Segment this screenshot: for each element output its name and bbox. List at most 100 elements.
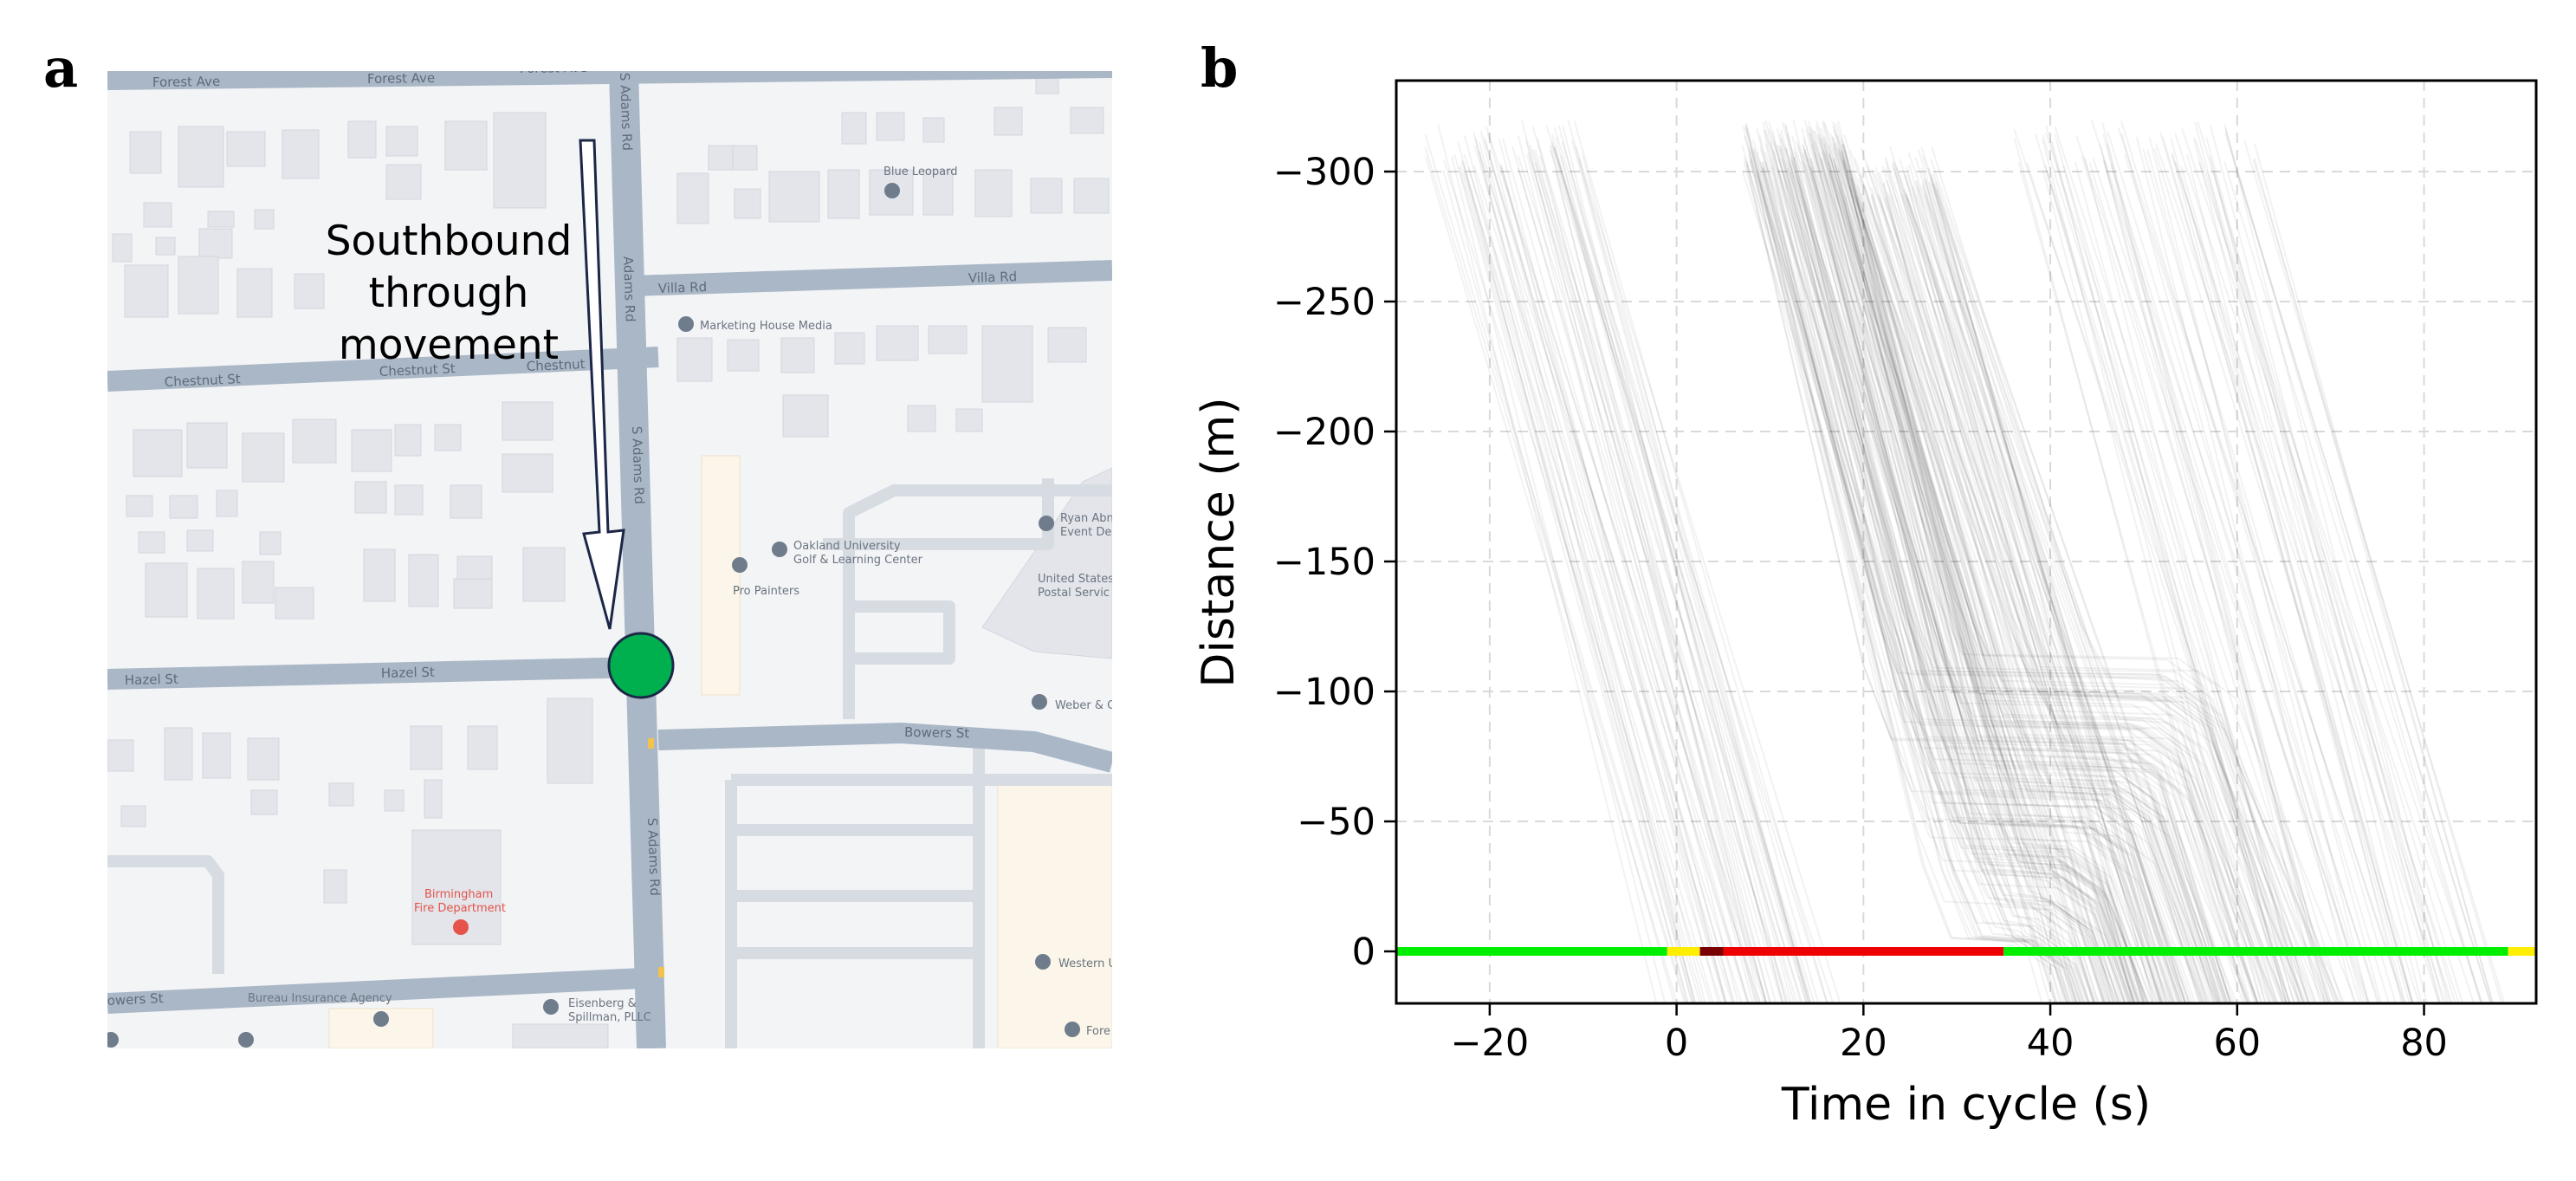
trajectory-line (2044, 132, 2332, 1003)
trajectory-line (1773, 141, 2126, 1003)
poi-oakland-university[interactable]: Oakland University Golf & Learning Cente… (772, 540, 923, 567)
trajectory-line (1885, 168, 2176, 1003)
poi-label: Event Des (1060, 526, 1117, 539)
poi-blue-leopard[interactable]: Blue Leopard (883, 165, 957, 198)
map-panel: Forest Ave Forest Ave Forest Ave Chestnu… (107, 71, 1117, 1048)
trajectory-line (2092, 158, 2367, 1003)
map-pin-icon (107, 1032, 119, 1048)
trajectory-line (1927, 167, 2167, 1003)
building (734, 188, 761, 219)
poi-pro-painters[interactable]: Pro Painters (732, 557, 799, 598)
trajectory-line (1526, 154, 1754, 1003)
poi-bureau[interactable]: Bureau Insurance Agency (248, 992, 392, 1027)
plot-area (1396, 81, 2536, 1003)
trajectory-line (1905, 192, 2288, 1003)
building (259, 531, 282, 555)
poi-marketing-house[interactable]: Marketing House Media (678, 316, 832, 333)
trajectory-line (1762, 121, 2143, 1003)
trajectory-line (1794, 151, 2232, 1003)
poi-eisenberg[interactable]: Eisenberg & Spillman, PLLC (543, 997, 651, 1024)
y-tick-label: −50 (1297, 801, 1375, 844)
trajectory-line (1553, 127, 1828, 1003)
building (164, 727, 193, 781)
trajectory-line (1930, 159, 2224, 1003)
poi-label: Fire Department (414, 902, 506, 915)
trajectory-line (1776, 128, 2174, 1003)
trajectory-line (1823, 122, 2106, 1003)
poi-ryan-event[interactable]: Ryan Abn Event Des (1039, 512, 1117, 539)
building (994, 107, 1023, 136)
trajectory-line (1899, 159, 2145, 1003)
building (768, 171, 820, 223)
trajectory-line (1763, 167, 2082, 1003)
road-label-chestnut-st: Chestnut St (164, 371, 241, 390)
trajectory-line (1803, 152, 2159, 1003)
building (928, 325, 968, 354)
trajectory-line (1792, 120, 2110, 1003)
trajectory-line (1511, 146, 1758, 1003)
trajectory-line (1934, 181, 2177, 1003)
trajectory-line (1752, 140, 2085, 1003)
building (254, 209, 275, 230)
building (384, 789, 405, 812)
trajectory-line (1745, 123, 2168, 1003)
trajectory-line (1861, 193, 2325, 1003)
trajectory-line (2174, 133, 2460, 1003)
road-chestnut-st (107, 347, 659, 392)
trajectory-line (1916, 186, 2275, 1003)
trajectory-line (1560, 155, 1796, 1003)
trajectory-line (1814, 131, 2151, 1003)
trajectory-line (1864, 185, 2094, 1003)
poi-western[interactable]: Western U (1035, 954, 1116, 970)
trajectory-line (2074, 161, 2303, 1003)
trajectory-line (1902, 172, 2210, 1003)
poi-weber[interactable]: Weber & O (1032, 694, 1116, 712)
trajectory-line (1871, 168, 2204, 1003)
building (294, 273, 325, 309)
trajectory-line (1517, 167, 1768, 1003)
trajectory-line (2181, 128, 2476, 1003)
trajectory-line (2124, 154, 2406, 1003)
building (226, 131, 266, 167)
trajectory-line (1833, 129, 2140, 1003)
trajectory-line (1571, 140, 1808, 1003)
trajectory-line (1843, 134, 2077, 1003)
building (126, 495, 153, 517)
building (676, 172, 709, 224)
poi-usps[interactable]: United States Postal Servic (1038, 573, 1114, 600)
trajectory-line (1463, 135, 1693, 1003)
trajectory-line (2099, 144, 2330, 1003)
intersection-marker[interactable] (607, 632, 675, 699)
trajectory-line (1874, 166, 2132, 1003)
trajectory-line (1818, 153, 2175, 1003)
signal-icon (658, 967, 664, 977)
poi-fire-department[interactable]: Birmingham Fire Department (414, 888, 506, 935)
grid (1396, 81, 2536, 1003)
trajectory-line (1891, 164, 2135, 1003)
trajectory-line (1816, 134, 2096, 1003)
trajectory-line (1793, 157, 2070, 1003)
trajectory-line (1744, 156, 2231, 1003)
building (907, 405, 936, 432)
trajectory-line (1840, 139, 2066, 1003)
trajectory-line (1789, 171, 2317, 1003)
trajectory-line (1753, 147, 2232, 1003)
trajectory-line (1854, 158, 2301, 1003)
trajectory-line (1462, 161, 1704, 1003)
trajectory-line (1833, 157, 2146, 1003)
trajectory-line (1763, 129, 2184, 1003)
trajectory-line (2090, 119, 2381, 1003)
trajectory-line (1741, 145, 2077, 1003)
trajectory-line (1895, 166, 2197, 1003)
poi-fore[interactable]: Fore (1065, 1022, 1110, 1038)
signal-phase-all-red (1699, 947, 1724, 956)
building (981, 325, 1033, 403)
trajectory-line (1779, 145, 2068, 1003)
trajectory-line (1424, 133, 1687, 1003)
trajectory-line (1884, 156, 2317, 1003)
trajectory-line (2062, 165, 2310, 1003)
trajectory-line (1472, 131, 1696, 1003)
y-axis-title: Distance (m) (1193, 397, 1245, 687)
trajectory-line (1780, 129, 2208, 1003)
trajectory-line (1829, 133, 2071, 1003)
